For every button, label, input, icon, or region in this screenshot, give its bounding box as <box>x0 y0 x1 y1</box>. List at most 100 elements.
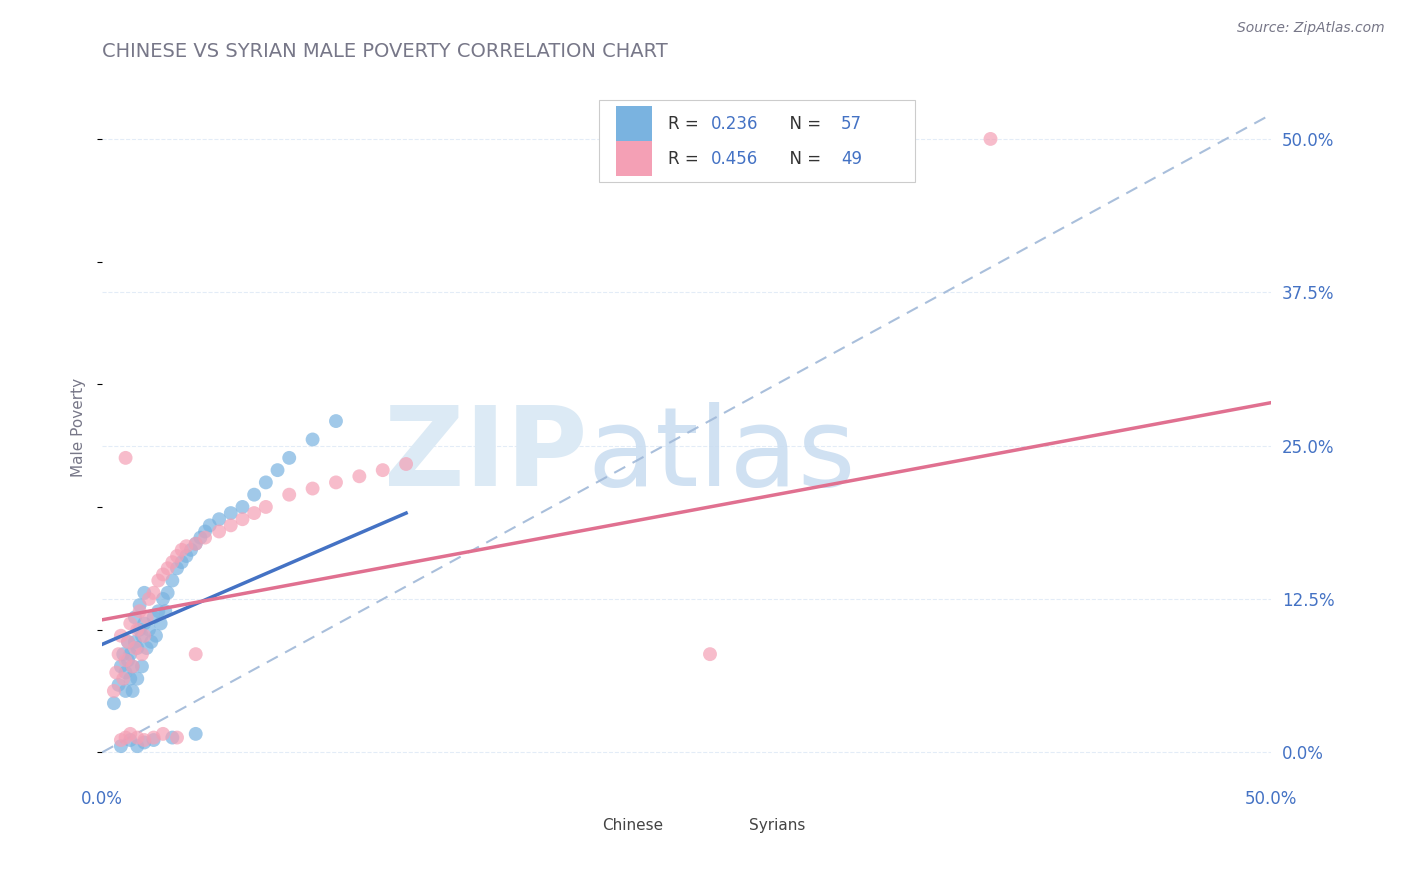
Point <box>231 500 253 514</box>
Text: 0.456: 0.456 <box>711 150 758 168</box>
Text: CHINESE VS SYRIAN MALE POVERTY CORRELATION CHART: CHINESE VS SYRIAN MALE POVERTY CORRELATI… <box>103 42 668 61</box>
FancyBboxPatch shape <box>616 141 651 176</box>
Point <box>127 739 149 753</box>
Point <box>114 450 136 465</box>
Y-axis label: Male Poverty: Male Poverty <box>72 377 86 476</box>
Point <box>120 733 142 747</box>
Point <box>107 647 129 661</box>
Point <box>194 524 217 539</box>
Point <box>301 433 323 447</box>
Point <box>117 653 139 667</box>
Point <box>243 506 266 520</box>
Point <box>170 555 193 569</box>
Point <box>112 672 135 686</box>
Point <box>131 629 153 643</box>
Point <box>162 731 184 745</box>
Point <box>325 475 347 490</box>
Point <box>371 463 394 477</box>
Point <box>120 647 142 661</box>
Point <box>120 616 142 631</box>
Point <box>110 629 132 643</box>
Point <box>112 647 135 661</box>
FancyBboxPatch shape <box>616 106 651 141</box>
Point <box>155 604 177 618</box>
Point <box>162 555 184 569</box>
Point <box>180 542 202 557</box>
Point <box>156 586 179 600</box>
Point <box>121 659 143 673</box>
Point <box>127 731 149 745</box>
Point <box>103 696 125 710</box>
Point <box>114 731 136 745</box>
Text: 57: 57 <box>841 115 862 133</box>
Point <box>699 647 721 661</box>
Point <box>219 518 242 533</box>
Point <box>142 610 165 624</box>
Text: Syrians: Syrians <box>748 818 806 833</box>
Point <box>135 640 157 655</box>
Point <box>141 635 163 649</box>
Point <box>395 457 418 471</box>
Point <box>278 450 301 465</box>
Point <box>138 591 160 606</box>
Point <box>120 727 142 741</box>
Point <box>176 549 198 563</box>
Point <box>134 735 156 749</box>
Point <box>243 488 266 502</box>
Point <box>190 531 212 545</box>
Point <box>148 574 170 588</box>
Point <box>278 488 301 502</box>
Point <box>124 610 146 624</box>
Point <box>131 647 153 661</box>
Point <box>114 684 136 698</box>
Point <box>105 665 128 680</box>
FancyBboxPatch shape <box>599 100 914 183</box>
Point <box>266 463 288 477</box>
Point <box>231 512 253 526</box>
Point <box>176 539 198 553</box>
Point <box>117 635 139 649</box>
Point <box>124 640 146 655</box>
Text: R =: R = <box>668 115 704 133</box>
Point <box>124 635 146 649</box>
Point <box>142 731 165 745</box>
Point <box>127 672 149 686</box>
Point <box>208 512 231 526</box>
Point <box>170 542 193 557</box>
Point <box>166 549 188 563</box>
Point <box>110 739 132 753</box>
Point <box>184 537 207 551</box>
Point <box>166 731 188 745</box>
Point <box>114 653 136 667</box>
Point <box>134 616 156 631</box>
Point <box>120 672 142 686</box>
Point <box>127 623 149 637</box>
Text: ZIP: ZIP <box>384 401 588 508</box>
Text: Chinese: Chinese <box>602 818 664 833</box>
Point <box>152 591 174 606</box>
Point <box>128 604 150 618</box>
Point <box>142 586 165 600</box>
Point <box>134 586 156 600</box>
Text: R =: R = <box>668 150 704 168</box>
Point <box>184 647 207 661</box>
Point <box>184 537 207 551</box>
Point <box>198 518 221 533</box>
Point <box>208 524 231 539</box>
Point <box>301 482 323 496</box>
Point <box>127 640 149 655</box>
Point <box>219 506 242 520</box>
Point <box>103 684 125 698</box>
Point <box>254 475 277 490</box>
Point <box>110 659 132 673</box>
Point <box>107 678 129 692</box>
Point <box>979 132 1001 146</box>
Point <box>142 733 165 747</box>
Point <box>135 610 157 624</box>
Point <box>166 561 188 575</box>
Point <box>138 623 160 637</box>
Point <box>110 733 132 747</box>
Point <box>134 629 156 643</box>
Point <box>152 727 174 741</box>
Point <box>349 469 371 483</box>
